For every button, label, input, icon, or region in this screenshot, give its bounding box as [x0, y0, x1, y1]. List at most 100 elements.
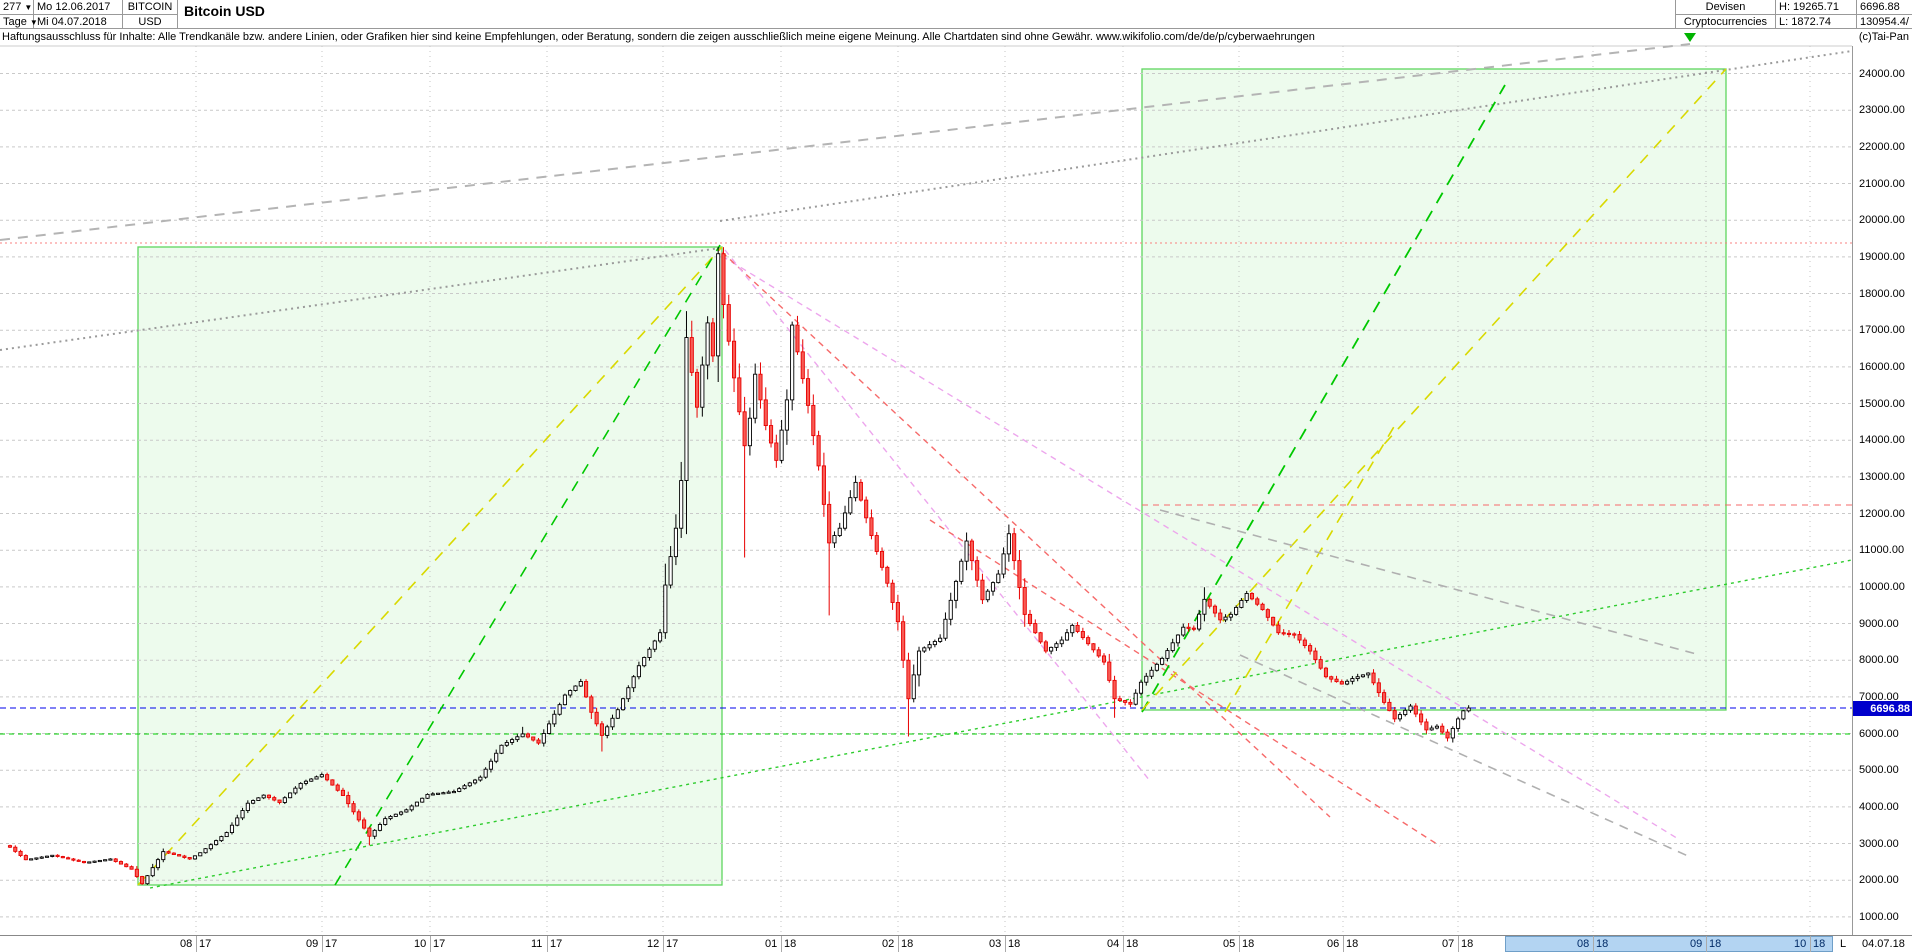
- yellow-uptrend-2018a: [1224, 424, 1396, 713]
- magenta-fan-3: [724, 249, 1151, 782]
- period-low: L: 1872.74: [1776, 14, 1857, 29]
- time-axis-tick: [1123, 936, 1124, 952]
- price-axis-label: 10000.00: [1859, 580, 1905, 593]
- price-axis-label: 18000.00: [1859, 287, 1905, 300]
- chevron-down-icon: ▼: [29, 17, 38, 27]
- price-axis-label: 23000.00: [1859, 104, 1905, 117]
- time-axis-year: 18: [1461, 938, 1474, 950]
- trend-lines: [0, 43, 1853, 889]
- market-subcategory: Cryptocurrencies: [1675, 14, 1776, 29]
- price-axis-label: 16000.00: [1859, 360, 1905, 373]
- price-axis-label: 19000.00: [1859, 250, 1905, 263]
- price-axis-label: 2000.00: [1859, 874, 1899, 887]
- time-axis-label: 04: [1107, 938, 1120, 950]
- price-axis-label: 5000.00: [1859, 764, 1899, 777]
- price-axis-label: 14000.00: [1859, 434, 1905, 447]
- time-axis-tick: [1239, 936, 1240, 952]
- time-axis-label: 12: [647, 938, 660, 950]
- yellow-uptrend-2018b: [1141, 68, 1727, 711]
- header-last-price: 6696.88: [1860, 1, 1900, 13]
- chevron-down-icon: ▼: [24, 2, 33, 12]
- price-axis-label: 1000.00: [1859, 910, 1899, 923]
- gray-channel-top: [0, 43, 1691, 241]
- date-to-field[interactable]: Mi 04.07.2018: [34, 14, 123, 29]
- time-axis-year: 18: [1126, 938, 1139, 950]
- price-axis-label: 9000.00: [1859, 617, 1899, 630]
- time-axis-label: 09: [306, 938, 319, 950]
- time-axis-tick: [898, 936, 899, 952]
- time-axis-tick: [663, 936, 664, 952]
- time-axis-tick: [1343, 936, 1344, 952]
- red-downtrend: [929, 519, 1441, 847]
- header-volume: 130954.4/: [1857, 14, 1912, 29]
- time-axis-label: 08: [1577, 938, 1590, 950]
- time-axis-label: 08: [180, 938, 193, 950]
- copyright-label: (c)Tai-Pan: [1858, 31, 1909, 43]
- time-axis-year: 17: [433, 938, 446, 950]
- time-axis-label: 01: [765, 938, 778, 950]
- market-category: Devisen: [1675, 0, 1776, 14]
- price-axis[interactable]: 1000.00 2000.00 3000.00 4000.00 5000.00 6000.…: [1852, 46, 1912, 935]
- time-axis-label: 06: [1327, 938, 1340, 950]
- currency-label: USD: [123, 14, 178, 29]
- marker-triangle-icon[interactable]: [1684, 33, 1696, 42]
- price-axis-label: 8000.00: [1859, 654, 1899, 667]
- time-axis-year: 18: [1346, 938, 1359, 950]
- time-axis-year: 17: [199, 938, 212, 950]
- price-axis-label: 20000.00: [1859, 214, 1905, 227]
- time-axis-tick: [1005, 936, 1006, 952]
- time-axis-year: 18: [1813, 938, 1826, 950]
- gray-resist-right-2: [1239, 654, 1689, 857]
- time-axis-tick: [1810, 936, 1811, 952]
- time-axis-tick: [322, 936, 323, 952]
- price-axis-label: 21000.00: [1859, 177, 1905, 190]
- price-axis-label: 4000.00: [1859, 800, 1899, 813]
- time-axis-year: 18: [784, 938, 797, 950]
- time-axis-year: 17: [666, 938, 679, 950]
- date-from-field[interactable]: Mo 12.06.2017: [34, 0, 123, 14]
- time-axis-year: 18: [1242, 938, 1255, 950]
- price-axis-label: 6000.00: [1859, 727, 1899, 740]
- timeframe-dropdown[interactable]: Tage ▼: [0, 14, 38, 29]
- time-axis-label: 03: [989, 938, 1002, 950]
- price-axis-label: 24000.00: [1859, 67, 1905, 80]
- time-axis-label: 10: [1794, 938, 1807, 950]
- price-axis-label: 15000.00: [1859, 397, 1905, 410]
- price-axis-label: 12000.00: [1859, 507, 1905, 520]
- time-axis-label: 05: [1223, 938, 1236, 950]
- time-axis-year: 17: [550, 938, 563, 950]
- gray-dotted-to-peak: [0, 247, 721, 351]
- disclaimer-text: Haftungsausschluss für Inhalte: Alle Tre…: [2, 31, 1315, 43]
- time-axis-year: 18: [1709, 938, 1722, 950]
- period-high: H: 19265.71: [1776, 0, 1857, 14]
- symbol-label: BITCOIN: [123, 0, 178, 14]
- time-axis-label: 10: [414, 938, 427, 950]
- time-axis-tick: [196, 936, 197, 952]
- time-axis-label: 02: [882, 938, 895, 950]
- time-axis-tick: [1706, 936, 1707, 952]
- price-axis-label: 3000.00: [1859, 837, 1899, 850]
- time-axis-tick: [781, 936, 782, 952]
- time-axis-year: 18: [1008, 938, 1021, 950]
- yellow-uptrend-2017: [137, 246, 723, 886]
- page-title: Bitcoin USD: [184, 3, 265, 19]
- price-axis-label: 7000.00: [1859, 690, 1899, 703]
- price-axis-label: 17000.00: [1859, 324, 1905, 337]
- time-axis-year: 17: [325, 938, 338, 950]
- last-date-prefix: L: [1840, 938, 1847, 950]
- time-axis-tick: [1593, 936, 1594, 952]
- future-months-highlight: [1505, 936, 1833, 952]
- price-axis-label: 22000.00: [1859, 140, 1905, 153]
- time-axis-tick: [1458, 936, 1459, 952]
- time-axis-label: 11: [531, 938, 543, 950]
- gray-resist-right-1: [1159, 509, 1701, 656]
- green-uptrend-2017: [334, 244, 721, 886]
- chart-header: 277 ▼ Mo 12.06.2017 BITCOIN Tage ▼ Mi 04.0…: [0, 0, 1912, 29]
- bars-count-dropdown[interactable]: 277 ▼: [0, 0, 34, 14]
- candlesticks: [7, 247, 1471, 885]
- time-axis-year: 18: [1596, 938, 1609, 950]
- price-axis-label: 11000.00: [1859, 544, 1905, 557]
- time-axis[interactable]: 08 17 09 17 10 17 11 17 12 17 01 18 02 18 03 18 04 18 05 18…: [0, 935, 1912, 952]
